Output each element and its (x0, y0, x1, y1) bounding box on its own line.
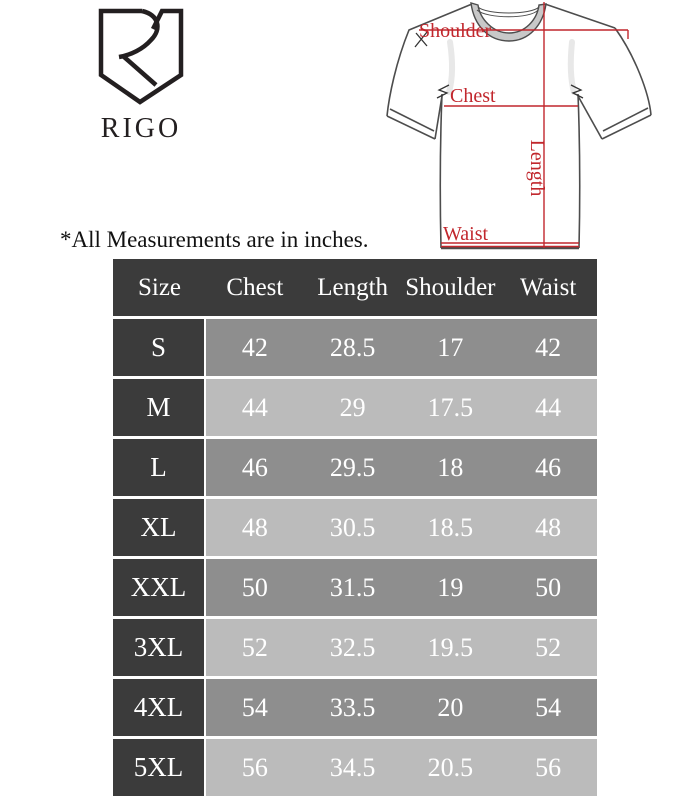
shoulder-value: 19.5 (401, 619, 500, 676)
length-value: 32.5 (303, 619, 402, 676)
waist-value: 54 (499, 679, 597, 736)
size-label: S (113, 319, 206, 376)
length-label: Length (526, 140, 548, 197)
chest-value: 42 (206, 319, 304, 376)
shoulder-label: Shoulder (419, 20, 492, 42)
wrinkle-shading (446, 39, 577, 95)
shoulder-value: 20 (401, 679, 500, 736)
brand-name: RIGO (100, 113, 182, 144)
shoulder-value: 19 (401, 559, 500, 616)
waist-value: 48 (499, 499, 597, 556)
size-label: L (113, 439, 206, 496)
header-size: Size (137, 273, 182, 301)
header-waist: Waist (519, 273, 577, 301)
waist-value: 42 (499, 319, 597, 376)
waist-value: 46 (499, 439, 597, 496)
size-label: XL (113, 499, 206, 556)
length-value: 31.5 (303, 559, 402, 616)
size-label: 5XL (113, 739, 206, 796)
chest-value: 48 (206, 499, 304, 556)
table-row-3xl: 3XL 52 32.5 19.5 52 (113, 619, 597, 676)
waist-value: 52 (499, 619, 597, 676)
length-value: 33.5 (303, 679, 402, 736)
waist-label: Waist (443, 223, 488, 245)
table-header-row: Size Chest Length Shoulder Waist (113, 259, 597, 316)
size-label: 4XL (113, 679, 206, 736)
shoulder-value: 18.5 (401, 499, 500, 556)
size-table: Size Chest Length Shoulder Waist S 42 28… (113, 259, 597, 796)
table-row-xxl: XXL 50 31.5 19 50 (113, 559, 597, 616)
tshirt-outline (386, 3, 652, 250)
length-value: 30.5 (303, 499, 402, 556)
table-row-s: S 42 28.5 17 42 (113, 319, 597, 376)
length-value: 28.5 (303, 319, 402, 376)
table-row-m: M 44 29 17.5 44 (113, 379, 597, 436)
chest-label: Chest (450, 85, 496, 107)
header-shoulder: Shoulder (405, 273, 496, 301)
chest-value: 54 (206, 679, 304, 736)
table-row-5xl: 5XL 56 34.5 20.5 56 (113, 739, 597, 796)
header-chest: Chest (226, 273, 284, 301)
chest-value: 52 (206, 619, 304, 676)
chest-value: 44 (206, 379, 304, 436)
size-label: 3XL (113, 619, 206, 676)
table-row-l: L 46 29.5 18 46 (113, 439, 597, 496)
waist-value: 44 (499, 379, 597, 436)
measurement-lines (419, 2, 629, 248)
tshirt-measurement-diagram: Shoulder Chest Length Waist (383, 0, 665, 253)
brand-logo: RIGO (98, 8, 184, 145)
header-length: Length (317, 273, 389, 301)
collar (470, 2, 547, 42)
table-row-4xl: 4XL 54 33.5 20 54 (113, 679, 597, 736)
seam-marks (414, 31, 584, 99)
waist-value: 50 (499, 559, 597, 616)
shoulder-value: 17 (401, 319, 500, 376)
rigo-shield-icon (98, 8, 184, 105)
chest-value: 56 (206, 739, 304, 796)
chest-value: 46 (206, 439, 304, 496)
length-value: 29.5 (303, 439, 402, 496)
waist-value: 56 (499, 739, 597, 796)
size-label: M (113, 379, 206, 436)
length-value: 34.5 (303, 739, 402, 796)
measurement-note: *All Measurements are in inches. (60, 227, 369, 252)
chest-value: 50 (206, 559, 304, 616)
table-row-xl: XL 48 30.5 18.5 48 (113, 499, 597, 556)
shoulder-value: 20.5 (401, 739, 500, 796)
size-label: XXL (113, 559, 206, 616)
shoulder-value: 17.5 (401, 379, 500, 436)
shoulder-value: 18 (401, 439, 500, 496)
length-value: 29 (303, 379, 402, 436)
